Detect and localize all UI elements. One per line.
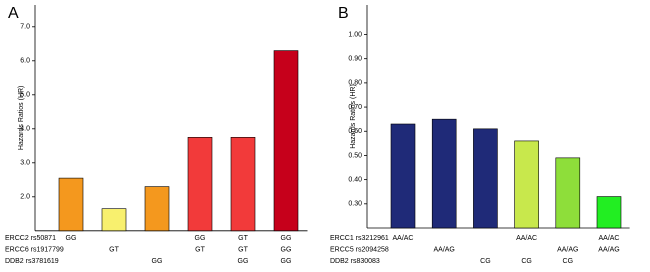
genotype-cell: GG — [238, 258, 249, 265]
genotype-row-label: ERCC6 rs1917799 — [5, 246, 64, 253]
bar — [431, 118, 457, 229]
genotype-cell: AA/AC — [392, 235, 413, 242]
genotype-cell: AA/AC — [598, 235, 619, 242]
genotype-cell: CG — [521, 258, 532, 265]
genotype-row-label: ERCC5 rs2094258 — [330, 246, 389, 253]
genotype-cell: GT — [238, 246, 248, 253]
y-tick-label: 0.70 — [348, 104, 362, 111]
y-tick-label: 0.60 — [348, 128, 362, 135]
genotype-cell: GG — [281, 258, 292, 265]
genotype-cell: GG — [152, 258, 163, 265]
y-tick-label: 1.00 — [348, 31, 362, 38]
bar — [187, 137, 213, 232]
bar — [273, 50, 299, 232]
genotype-cell: CG — [563, 258, 574, 265]
y-tick-label: 0.40 — [348, 176, 362, 183]
bar — [555, 157, 581, 229]
genotype-cell: GT — [195, 246, 205, 253]
y-tick-label: 0.30 — [348, 201, 362, 208]
y-tick-label: 5.0 — [20, 92, 30, 99]
bar — [514, 140, 539, 229]
y-axis-label: Hazards Ratios (HR) — [350, 84, 357, 149]
panel-label: B — [338, 5, 349, 22]
y-tick-label: 0.90 — [348, 56, 362, 63]
bar — [58, 177, 84, 232]
y-tick-label: 0.50 — [348, 152, 362, 159]
y-axis-label: Hazards Ratios (HR) — [18, 86, 25, 151]
bar — [230, 137, 256, 232]
y-tick-label: 6.0 — [20, 58, 30, 65]
bar — [473, 128, 498, 229]
genotype-cell: AA/AG — [433, 246, 454, 253]
panel-label: A — [8, 5, 19, 22]
genotype-cell: GG — [195, 235, 206, 242]
bar — [144, 186, 170, 232]
genotype-row-label: DDB2 rs3781619 — [5, 258, 59, 265]
y-tick-label: 4.0 — [20, 126, 30, 133]
genotype-cell: CG — [480, 258, 491, 265]
y-tick-label: 3.0 — [20, 160, 30, 167]
y-tick-label: 0.80 — [348, 80, 362, 87]
genotype-cell: GG — [281, 235, 292, 242]
genotype-row-label: ERCC2 rs50871 — [5, 235, 56, 242]
bar — [596, 196, 622, 229]
bar — [390, 123, 416, 229]
bar — [101, 208, 127, 232]
genotype-cell: AA/AG — [557, 246, 578, 253]
y-tick-label: 2.0 — [20, 194, 30, 201]
genotype-row-label: ERCC1 rs3212961 — [330, 235, 389, 242]
genotype-cell: GT — [238, 235, 248, 242]
genotype-cell: GT — [109, 246, 119, 253]
genotype-cell: AA/AC — [516, 235, 537, 242]
genotype-cell: AA/AG — [598, 246, 619, 253]
genotype-cell: GG — [281, 246, 292, 253]
genotype-cell: GG — [66, 235, 77, 242]
y-tick-label: 7.0 — [20, 24, 30, 31]
genotype-row-label: DDB2 rs830083 — [330, 258, 380, 265]
